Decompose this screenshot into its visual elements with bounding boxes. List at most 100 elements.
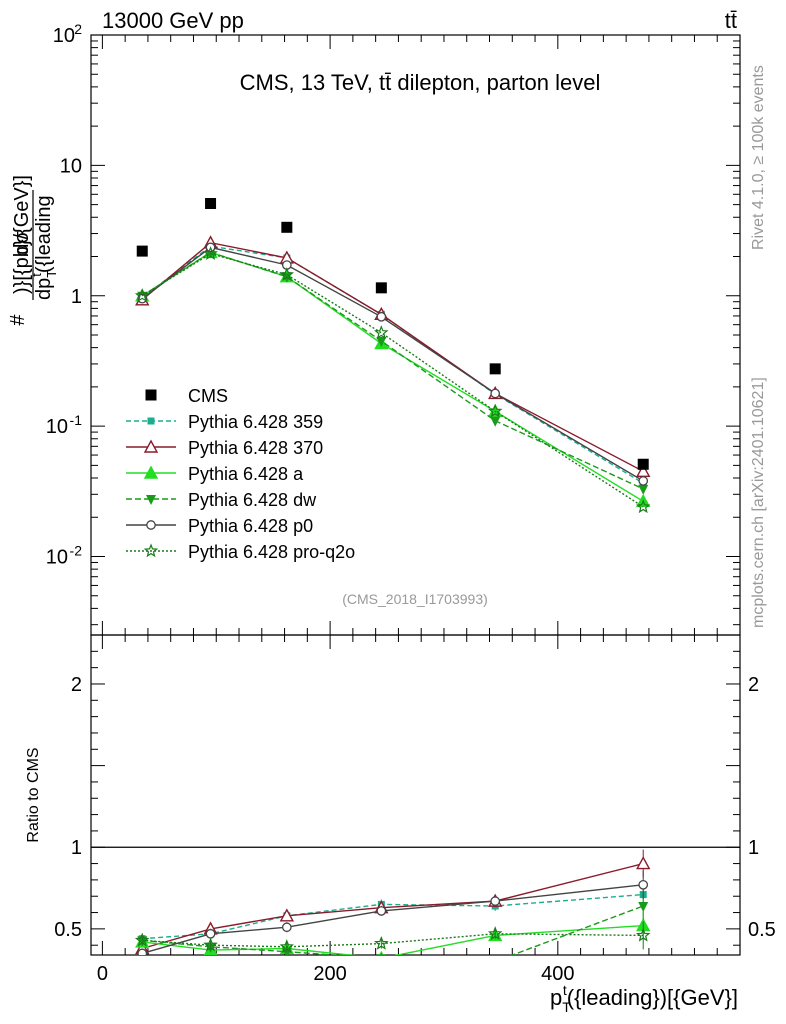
ratio-line: [142, 924, 644, 955]
y-label-denominator: dpTt({leading: [29, 195, 59, 300]
data-point: [375, 282, 387, 294]
legend-marker: [143, 465, 159, 479]
legend-label: Pythia 6.428 pro-q2o: [188, 542, 355, 562]
legend-entry: Pythia 6.428 dw: [126, 490, 317, 510]
chart-title: CMS, 13 TeV, tt̄ dilepton, parton level: [240, 70, 601, 95]
rivet-version-label: Rivet 4.1.0, ≥ 100k events: [750, 65, 767, 250]
beam-label: 13000 GeV pp: [102, 8, 244, 33]
y-label-hash: #: [7, 314, 29, 326]
ratio-point: [487, 926, 503, 940]
y-label-tail: )}[{pb}/{GeV}]: [11, 175, 33, 294]
x-label-sup: t: [563, 982, 567, 998]
ratio-point: [203, 937, 218, 952]
data-point: [205, 198, 217, 210]
x-label-sub: T: [562, 999, 571, 1015]
legend-marker: [147, 417, 155, 425]
series-point: [279, 267, 295, 281]
ratio-point: [279, 908, 295, 922]
source-label: mcplots.cern.ch [arXiv:2401.10621]: [750, 377, 767, 628]
data-point: [489, 363, 501, 375]
process-label: tt̄: [725, 8, 737, 33]
ratio-y-tick-label-left: 1: [71, 837, 82, 859]
main-y-tick-exponent: -1: [70, 412, 83, 428]
analysis-tag: (CMS_2018_I1703993): [342, 591, 488, 607]
legend-entry: Pythia 6.428 359: [126, 412, 323, 432]
legend-entry: Pythia 6.428 370: [126, 438, 323, 458]
legend-label: Pythia 6.428 p0: [188, 516, 313, 536]
data-point: [637, 458, 649, 470]
x-tick-label: 400: [541, 963, 574, 985]
legend-label: Pythia 6.428 dw: [188, 490, 317, 510]
x-axis-title: pTt({leading})[{GeV}]: [550, 982, 738, 1015]
main-y-tick-label: 10: [46, 416, 68, 438]
legend-entry: Pythia 6.428 p0: [126, 516, 313, 536]
y-label-den-sub: T: [44, 270, 59, 278]
ratio-point: [638, 902, 649, 913]
series-point: [374, 325, 389, 339]
series-point: [376, 336, 387, 347]
y-label-numerator: dσ: [11, 231, 33, 255]
ratio-point: [638, 879, 649, 890]
series-point: [376, 311, 387, 322]
legend-marker: [146, 520, 156, 530]
series-point: [635, 499, 651, 514]
legend: CMS Pythia 6.428 359 Pythia 6.428 370 Pythi…: [126, 386, 355, 562]
ratio-line: [142, 905, 644, 955]
ratio-frame: [90, 634, 741, 956]
ratio-y-tick-label-right: 0.5: [748, 919, 776, 941]
ratio-point: [376, 906, 387, 916]
main-y-tick-exponent: -2: [70, 543, 83, 559]
ratio-axis-ticks: 0.5 0.5 1 1 2 2: [54, 635, 776, 955]
series-point: [490, 416, 501, 427]
series-line: [141, 251, 644, 490]
ratio-series-group: [134, 849, 651, 968]
ratio-point: [134, 932, 150, 947]
ratio-point: [636, 856, 651, 870]
ratio-series-clip: [134, 849, 651, 968]
ratio-point: [490, 896, 501, 906]
legend-label: Pythia 6.428 a: [188, 464, 304, 484]
series-point: [490, 388, 501, 399]
series-point: [134, 288, 150, 302]
series-point: [638, 484, 649, 495]
ratio-y-tick-label-left: 0.5: [54, 919, 82, 941]
y-label-den-main: dp: [33, 278, 55, 300]
legend-marker: [145, 389, 157, 401]
ratio-point: [137, 948, 148, 955]
main-y-tick-label: 10: [53, 25, 75, 47]
legend-label: Pythia 6.428 370: [188, 438, 323, 458]
legend-entry-cms: CMS: [145, 386, 228, 406]
x-label-tail: ({leading})[{GeV}]: [567, 985, 738, 1010]
ratio-point: [635, 927, 651, 942]
ratio-point: [490, 958, 500, 968]
ratio-point: [205, 928, 216, 939]
main-y-tick-label: 10: [46, 547, 68, 569]
series-line: [141, 241, 644, 472]
ratio-y-tick-label-right: 2: [748, 674, 759, 696]
ratio-y-tick-label-left: 2: [71, 674, 82, 696]
main-series-group: [134, 235, 651, 514]
y-label-den-tail: ({leading: [33, 195, 55, 273]
y-label-den-sup: t: [29, 273, 44, 277]
main-data-group: [136, 198, 649, 470]
legend-marker: [146, 495, 156, 505]
main-panel: CMS, 13 TeV, tt̄ dilepton, parton level …: [46, 21, 741, 636]
legend-entry: Pythia 6.428 a: [126, 464, 304, 484]
series-point: [638, 476, 649, 486]
x-axis-labels: 0 200 400: [97, 963, 575, 985]
ratio-line: [142, 933, 644, 948]
legend-marker: [143, 543, 159, 558]
ratio-point: [376, 954, 387, 955]
ratio-line: [142, 893, 644, 940]
x-tick-label: 0: [97, 963, 108, 985]
legend-label: Pythia 6.428 359: [188, 412, 323, 432]
ratio-line: [142, 884, 644, 955]
legend-marker: [143, 439, 159, 453]
series-line: [141, 246, 644, 482]
data-point: [136, 245, 148, 257]
series-point: [487, 403, 503, 418]
main-y-axis-label: # dσ dpTt({leading )}[{pb}/{GeV}]: [7, 175, 59, 326]
x-tick-label: 200: [313, 963, 346, 985]
